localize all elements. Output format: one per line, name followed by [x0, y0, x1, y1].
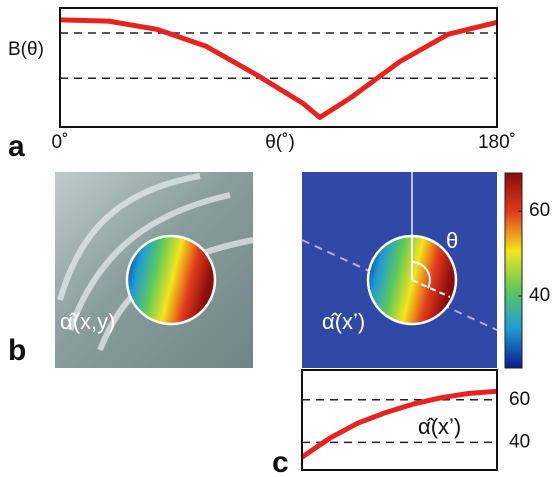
y-axis-label: B(θ)	[8, 39, 44, 60]
x-tick-label: 0˚	[52, 132, 69, 153]
angle-label: θ	[446, 228, 458, 253]
y-tick-label: 40	[509, 431, 530, 452]
annotation: α̂(x’)	[418, 414, 461, 439]
panel-label: a	[8, 130, 25, 163]
roi-circle	[127, 236, 215, 324]
panel-label: b	[8, 334, 26, 367]
y-tick-label: 60	[509, 389, 530, 410]
colorbar-tick-label: 40	[529, 285, 550, 306]
panel-label: c	[272, 446, 289, 477]
x-tick-label: 180˚	[478, 132, 516, 153]
annotation: α̂(x’)	[322, 309, 365, 334]
colorbar-tick-label: 60	[529, 200, 550, 221]
x-axis-label: θ(˚)	[265, 132, 295, 153]
annotation: α̂(x,y)	[60, 309, 115, 334]
curve	[302, 391, 497, 457]
figure: α̂(x,y) θ α̂(x’) b 0˚ 180˚ B(θ) θ(˚) a 60 40 α̂…	[0, 0, 555, 477]
curve	[60, 20, 497, 118]
plot-frame	[302, 370, 497, 470]
colorbar	[505, 173, 522, 368]
